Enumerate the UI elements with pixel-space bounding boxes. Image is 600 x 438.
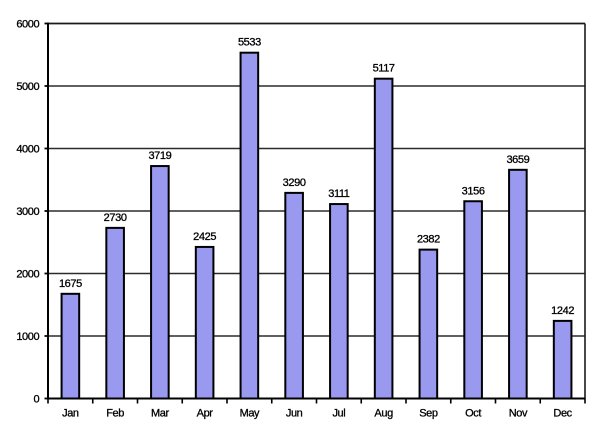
svg-text:1242: 1242 [551, 305, 574, 317]
svg-text:3659: 3659 [506, 154, 529, 166]
svg-text:3111: 3111 [328, 188, 350, 200]
svg-text:3290: 3290 [283, 177, 306, 189]
svg-text:May: May [240, 408, 260, 420]
svg-text:Apr: Apr [197, 408, 214, 420]
svg-text:1675: 1675 [59, 278, 82, 290]
svg-text:6000: 6000 [16, 19, 39, 31]
svg-text:1000: 1000 [16, 331, 39, 343]
svg-text:Mar: Mar [151, 408, 169, 420]
svg-text:5533: 5533 [238, 37, 261, 49]
svg-text:Aug: Aug [374, 408, 393, 420]
svg-text:Sep: Sep [419, 408, 438, 420]
svg-text:Feb: Feb [106, 408, 124, 420]
svg-text:5117: 5117 [373, 63, 395, 75]
svg-text:3719: 3719 [148, 150, 171, 162]
svg-text:Jul: Jul [332, 408, 345, 420]
svg-text:4000: 4000 [16, 144, 39, 156]
svg-text:Nov: Nov [509, 408, 528, 420]
svg-text:Jan: Jan [62, 408, 79, 420]
svg-text:3156: 3156 [462, 185, 485, 197]
svg-text:0: 0 [33, 394, 39, 406]
svg-text:2425: 2425 [193, 231, 216, 243]
svg-text:Jun: Jun [286, 408, 303, 420]
svg-text:Oct: Oct [465, 408, 481, 420]
svg-text:2730: 2730 [104, 212, 127, 224]
svg-text:Dec: Dec [553, 408, 572, 420]
svg-text:5000: 5000 [16, 81, 39, 93]
svg-text:2382: 2382 [417, 234, 440, 246]
svg-text:3000: 3000 [16, 206, 39, 218]
svg-text:2000: 2000 [16, 269, 39, 281]
